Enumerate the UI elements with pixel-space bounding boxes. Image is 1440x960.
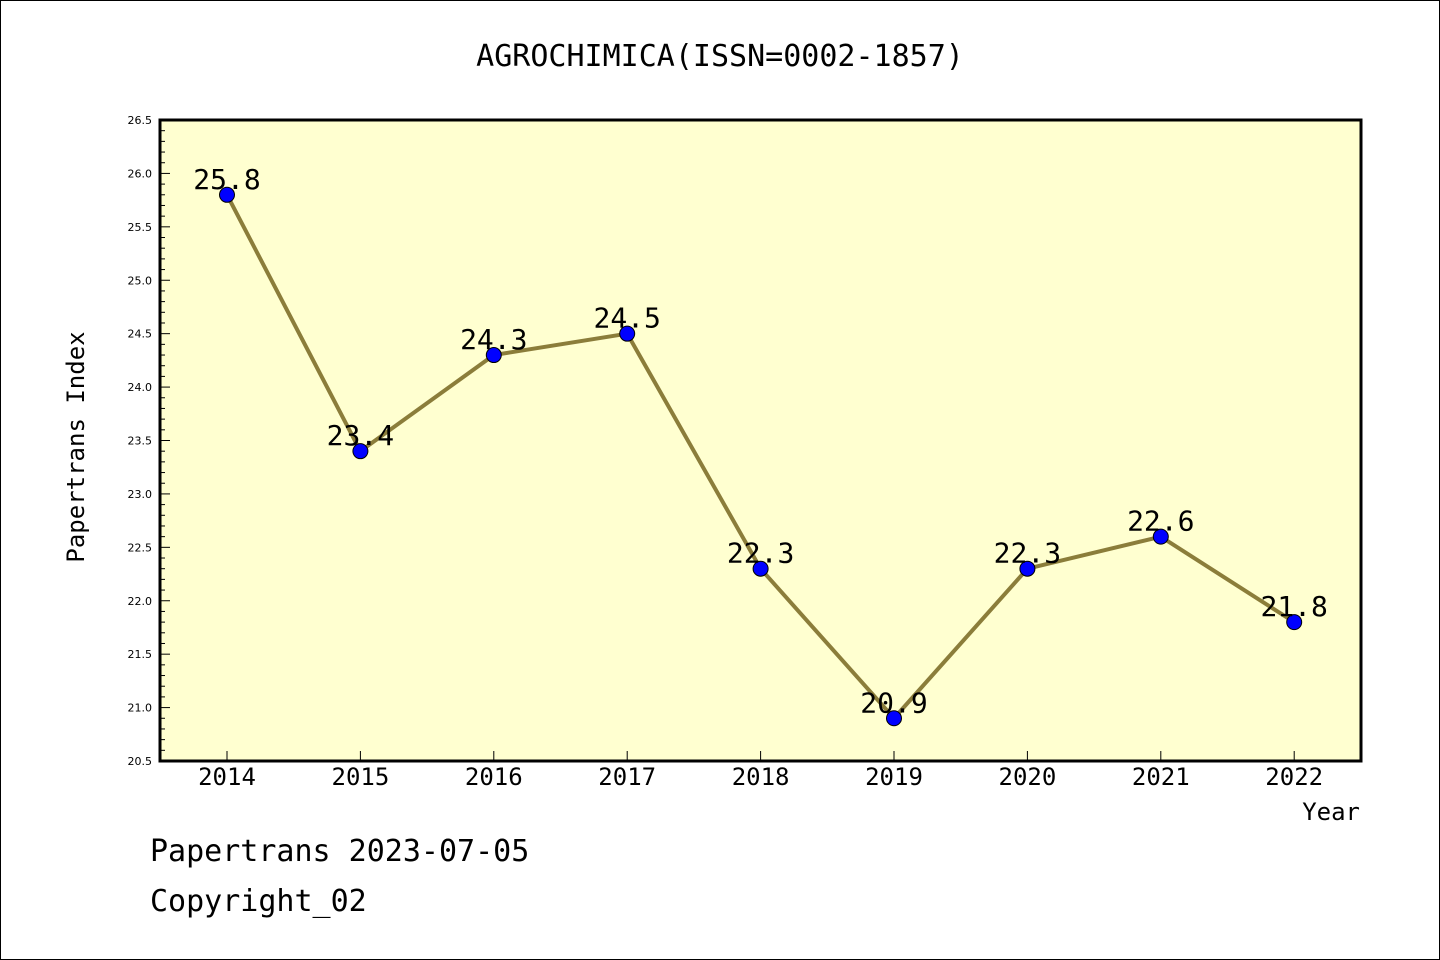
x-axis-label: Year [1302,798,1360,826]
data-point [219,186,235,203]
series-line-group [225,192,1297,721]
x-axis: 2014 2015 2016 2017 2018 2019 2020 2021 2022 [198,751,1323,791]
y-tick-label: 21.5 [128,648,153,661]
x-tick-label: 2020 [999,763,1057,791]
data-label: 23.4 [327,419,394,452]
data-labels: 25.8 23.4 24.3 24.5 22.3 20.9 22.3 22.6 21.8 [193,163,1328,719]
footer-copyright: Copyright_02 [150,884,367,919]
y-tick-label: 24.0 [128,381,153,394]
x-tick-label: 2016 [465,763,523,791]
y-tick-label: 25.5 [128,221,153,234]
data-point [1286,614,1303,631]
x-tick-label: 2015 [332,763,390,791]
data-label: 22.3 [727,537,794,570]
series-segment [358,353,496,454]
series-segment [1025,534,1163,571]
data-label: 20.9 [860,686,927,719]
data-label: 25.8 [193,163,260,196]
data-point [619,325,636,342]
data-label: 22.6 [1127,505,1194,538]
y-tick-label: 24.5 [128,328,153,341]
y-tick-label: 20.5 [128,755,153,768]
series-markers [219,186,1303,727]
x-tick-label: 2018 [732,763,790,791]
series-segment [758,566,896,721]
x-tick-label: 2014 [198,763,256,791]
data-point [752,560,769,577]
data-label: 22.3 [994,537,1061,570]
footer-stamp: Papertrans 2023-07-05 [150,834,530,869]
series-segment [892,566,1030,721]
data-label: 24.5 [593,302,660,335]
series-segment [625,331,763,571]
plot-area [158,118,1363,763]
y-tick-label: 21.0 [128,702,153,715]
data-point [886,710,902,727]
y-tick-label: 26.5 [128,114,153,127]
y-tick-label: 23.5 [128,435,153,448]
data-point [1019,560,1036,577]
data-label: 24.3 [460,323,527,356]
x-tick-label: 2019 [865,763,923,791]
data-point [485,347,502,364]
data-label: 21.8 [1260,590,1327,623]
y-tick-label: 26.0 [128,167,153,180]
x-tick-label: 2022 [1265,763,1323,791]
data-point [1152,528,1169,545]
y-tick-label: 22.0 [128,595,153,608]
y-tick-label: 25.0 [128,274,153,287]
series-segment [491,331,630,358]
y-tick-label: 23.0 [128,488,153,501]
y-tick-label: 22.5 [128,541,153,554]
y-axis: 20.5 21.0 21.5 22.0 22.5 23.0 23.5 24.0 24.5 25.0… [128,114,170,768]
series-segment [225,192,363,454]
x-tick-label: 2021 [1132,763,1190,791]
y-axis-label: Papertrans Index [62,331,90,562]
series-segment [1158,534,1297,625]
chart-title: AGROCHIMICA(ISSN=0002-1857) [476,39,964,74]
x-tick-label: 2017 [598,763,656,791]
data-point [352,443,369,460]
